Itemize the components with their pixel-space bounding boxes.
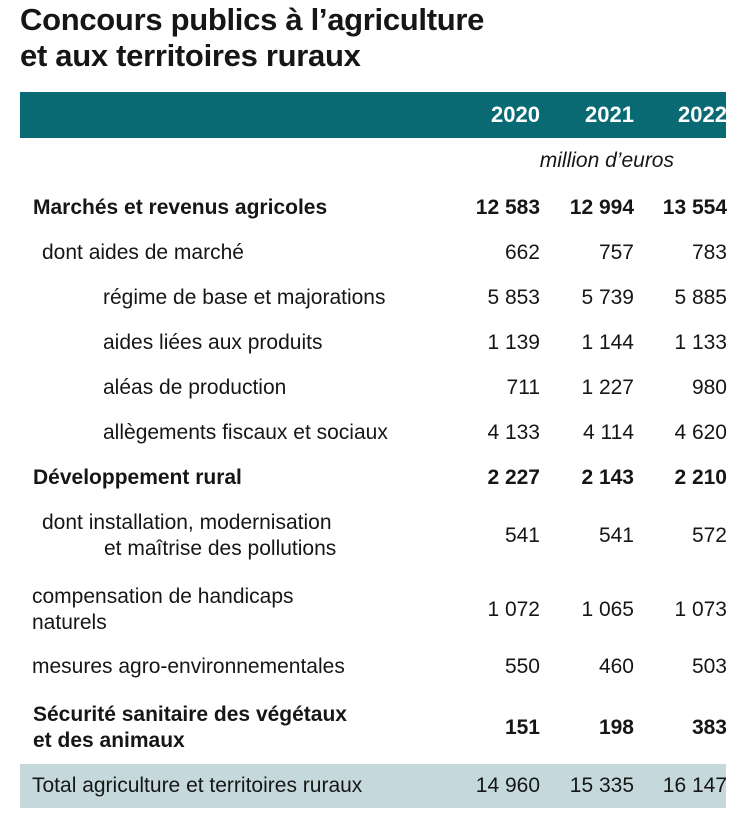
- cell-2022: 383: [691, 716, 727, 739]
- table-row: Sécurité sanitaire des végétaux et des an…: [20, 700, 727, 756]
- row-label-line: régime de base et majorations: [103, 286, 386, 309]
- cell-2022: 503: [691, 655, 727, 678]
- cell-2022: 4 620: [674, 421, 727, 444]
- cell-2022: 1 073: [674, 598, 727, 621]
- table-row: aléas de production 711 1 227 980: [20, 373, 727, 403]
- total-row: Total agriculture et territoires ruraux 1…: [20, 764, 727, 808]
- table-row: aides liées aux produits 1 139 1 144 1 133: [20, 328, 727, 358]
- row-label: régime de base et majorations: [103, 285, 386, 311]
- row-label: Développement rural: [33, 465, 242, 491]
- row-label-line: Marchés et revenus agricoles: [33, 196, 328, 219]
- cell-2021: 2 143: [581, 466, 634, 489]
- cell-2020: 711: [506, 376, 540, 399]
- table-row: dont aides de marché 662 757 783: [20, 238, 727, 268]
- cell-2021: 12 994: [569, 196, 634, 219]
- row-label-line: Total agriculture et territoires ruraux: [32, 774, 363, 797]
- row-label-line: dont aides de marché: [42, 241, 244, 264]
- cell-2020: 14 960: [475, 774, 540, 797]
- cell-2020: 541: [504, 524, 540, 547]
- cell-2021: 757: [598, 241, 634, 264]
- cell-2021: 1 144: [581, 331, 634, 354]
- cell-2020: 550: [504, 655, 540, 678]
- row-label: dont installation, modernisation et maîtr…: [42, 510, 336, 562]
- row-label-line: Développement rural: [33, 466, 242, 489]
- table-row: dont installation, modernisation et maîtr…: [20, 508, 727, 564]
- table-row: compensation de handicaps naturels 1 072 1 …: [20, 582, 727, 638]
- cell-2021: 5 739: [581, 286, 634, 309]
- row-label: Sécurité sanitaire des végétaux et des an…: [33, 702, 347, 754]
- row-label-line: aides liées aux produits: [103, 331, 323, 354]
- row-label: Total agriculture et territoires ruraux: [32, 773, 362, 799]
- cell-2020: 1 139: [487, 331, 540, 354]
- row-label: dont aides de marché: [42, 240, 244, 266]
- cell-2022: 2 210: [674, 466, 727, 489]
- row-label-line: mesures agro-environnementales: [32, 655, 345, 678]
- row-label-line: compensation de handicaps: [32, 585, 294, 608]
- cell-2020: 2 227: [487, 466, 540, 489]
- cell-2022: 572: [691, 524, 727, 547]
- header-year-2022: 2022: [678, 102, 727, 127]
- cell-2020: 662: [504, 241, 540, 264]
- header-year-2021: 2021: [585, 102, 634, 127]
- cell-2022: 16 147: [662, 774, 727, 797]
- row-label-line: allègements fiscaux et sociaux: [103, 421, 388, 444]
- cell-2022: 1 133: [674, 331, 727, 354]
- cell-2020: 4 133: [487, 421, 540, 444]
- cell-2021: 198: [598, 716, 634, 739]
- cell-2022: 13 554: [662, 196, 727, 219]
- cell-2021: 15 335: [569, 774, 634, 797]
- unit-label: million d’euros: [539, 149, 674, 172]
- cell-2021: 541: [598, 524, 634, 547]
- row-label: Marchés et revenus agricoles: [33, 195, 327, 221]
- table-row: Développement rural 2 227 2 143 2 210: [20, 463, 727, 493]
- row-label: aides liées aux produits: [103, 330, 322, 356]
- row-label: mesures agro-environnementales: [32, 654, 345, 680]
- row-label-line: naturels: [32, 611, 107, 634]
- cell-2020: 151: [504, 716, 540, 739]
- cell-2021: 1 227: [581, 376, 634, 399]
- table-row: régime de base et majorations 5 853 5 739 5…: [20, 283, 727, 313]
- row-label-line: aléas de production: [103, 376, 287, 399]
- cell-2020: 12 583: [475, 196, 540, 219]
- table-row: mesures agro-environnementales 550 460 503: [20, 652, 727, 682]
- cell-2021: 4 114: [583, 421, 634, 444]
- row-label: allègements fiscaux et sociaux: [103, 420, 388, 446]
- table-row: allègements fiscaux et sociaux 4 133 4 114…: [20, 418, 727, 448]
- title-line-2: et aux territoires ruraux: [20, 38, 361, 73]
- cell-2022: 980: [691, 376, 727, 399]
- page-title: Concours publics à l’agriculture et aux …: [20, 2, 484, 74]
- table-header: 2020 2021 2022: [20, 92, 727, 138]
- row-label-line: Sécurité sanitaire des végétaux: [33, 703, 347, 726]
- row-label-line: et des animaux: [33, 729, 185, 752]
- header-year-2020: 2020: [491, 102, 540, 127]
- cell-2020: 1 072: [487, 598, 540, 621]
- row-label: aléas de production: [103, 375, 286, 401]
- table-row: Marchés et revenus agricoles 12 583 12 994…: [20, 193, 727, 223]
- row-label-line: dont installation, modernisation: [42, 511, 332, 534]
- cell-2020: 5 853: [487, 286, 540, 309]
- cell-2022: 5 885: [674, 286, 727, 309]
- cell-2022: 783: [691, 241, 727, 264]
- row-label-line: et maîtrise des pollutions: [104, 537, 337, 560]
- cell-2021: 460: [598, 655, 634, 678]
- title-line-1: Concours publics à l’agriculture: [20, 2, 485, 37]
- cell-2021: 1 065: [581, 598, 634, 621]
- row-label: compensation de handicaps naturels: [32, 584, 294, 636]
